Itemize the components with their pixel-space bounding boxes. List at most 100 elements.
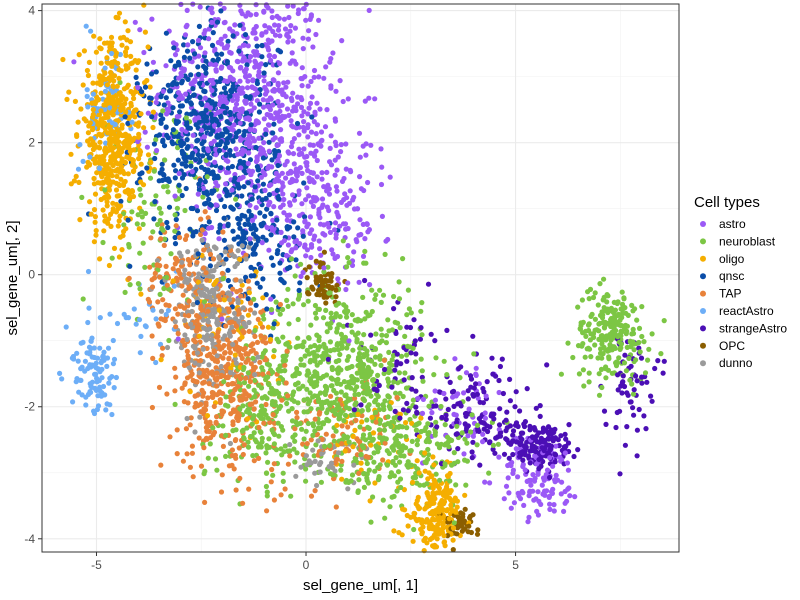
point-astro	[332, 227, 338, 233]
point-neuroblast	[258, 429, 264, 435]
point-TAP	[157, 274, 163, 280]
point-neuroblast	[575, 304, 581, 310]
point-oligo	[443, 508, 450, 514]
point-dunno	[210, 274, 216, 280]
point-astro	[475, 395, 481, 401]
point-neuroblast	[359, 379, 365, 385]
point-TAP	[174, 278, 180, 284]
point-qnsc	[144, 61, 150, 67]
point-neuroblast	[343, 304, 349, 310]
point-reactAstro	[83, 402, 89, 408]
point-TAP	[215, 334, 221, 340]
point-TAP	[230, 391, 236, 397]
point-astro	[233, 101, 240, 107]
point-TAP	[243, 375, 249, 381]
point-astro	[524, 478, 530, 484]
point-astro	[496, 389, 502, 396]
point-neuroblast	[361, 397, 368, 404]
point-neuroblast	[259, 435, 265, 441]
point-TAP	[334, 456, 340, 462]
point-strangeAstro	[409, 386, 415, 392]
point-TAP	[237, 287, 243, 293]
point-neuroblast	[366, 425, 372, 431]
point-oligo	[124, 84, 130, 90]
point-dunno	[208, 268, 214, 274]
point-strangeAstro	[634, 427, 641, 433]
point-neuroblast	[395, 380, 401, 386]
point-neuroblast	[384, 462, 390, 468]
point-oligo	[419, 531, 425, 537]
point-TAP	[277, 301, 283, 308]
point-qnsc	[230, 138, 236, 144]
point-oligo	[410, 538, 416, 544]
point-qnsc	[173, 216, 179, 223]
point-qnsc	[300, 233, 306, 239]
point-dunno	[164, 344, 171, 351]
point-qnsc	[236, 221, 242, 227]
point-astro	[328, 85, 334, 91]
point-neuroblast	[581, 383, 587, 389]
point-qnsc	[264, 206, 270, 212]
point-dunno	[317, 461, 323, 468]
point-strangeAstro	[392, 408, 398, 414]
point-astro	[212, 159, 218, 165]
point-neuroblast	[599, 384, 605, 391]
point-strangeAstro	[489, 411, 495, 417]
point-qnsc	[160, 139, 166, 145]
point-qnsc	[246, 221, 252, 227]
point-qnsc	[256, 109, 262, 115]
point-astro	[303, 253, 309, 259]
point-neuroblast	[245, 444, 252, 450]
point-oligo	[97, 159, 103, 165]
point-astro	[256, 135, 262, 141]
point-astro	[332, 118, 339, 124]
point-neuroblast	[649, 331, 655, 337]
point-TAP	[380, 457, 386, 463]
point-astro	[332, 139, 338, 145]
point-neuroblast	[303, 478, 309, 484]
point-TAP	[267, 419, 273, 425]
point-neuroblast	[386, 403, 392, 409]
point-qnsc	[212, 101, 218, 108]
point-dunno	[312, 470, 318, 476]
point-astro	[189, 80, 195, 86]
point-astro	[287, 200, 293, 206]
point-TAP	[382, 440, 388, 446]
point-dunno	[172, 319, 178, 325]
point-strangeAstro	[451, 403, 457, 409]
point-neuroblast	[426, 452, 432, 458]
point-oligo	[114, 83, 120, 89]
point-qnsc	[158, 94, 164, 100]
point-neuroblast	[364, 417, 370, 423]
point-oligo	[118, 203, 124, 209]
point-astro	[307, 100, 314, 106]
point-qnsc	[244, 62, 250, 68]
point-neuroblast	[304, 386, 310, 392]
point-astro	[154, 147, 160, 154]
point-OPC	[459, 523, 465, 529]
point-astro	[321, 222, 327, 228]
point-astro	[312, 198, 318, 204]
point-TAP	[158, 316, 164, 322]
point-TAP	[194, 313, 200, 319]
point-astro	[285, 242, 291, 248]
point-neuroblast	[453, 482, 459, 488]
point-qnsc	[274, 187, 280, 193]
point-neuroblast	[265, 459, 271, 465]
point-neuroblast	[474, 442, 480, 448]
point-neuroblast	[251, 387, 257, 393]
point-OPC	[467, 515, 473, 521]
point-reactAstro	[86, 305, 92, 311]
point-TAP	[330, 433, 336, 439]
point-qnsc	[139, 89, 145, 95]
point-astro	[248, 171, 254, 178]
point-neuroblast	[221, 379, 227, 385]
point-neuroblast	[405, 343, 411, 349]
point-qnsc	[231, 236, 237, 242]
point-astro	[324, 188, 330, 194]
point-oligo	[101, 153, 107, 159]
point-neuroblast	[302, 353, 308, 359]
point-dunno	[252, 310, 258, 316]
point-astro	[281, 80, 287, 86]
point-strangeAstro	[413, 351, 419, 357]
